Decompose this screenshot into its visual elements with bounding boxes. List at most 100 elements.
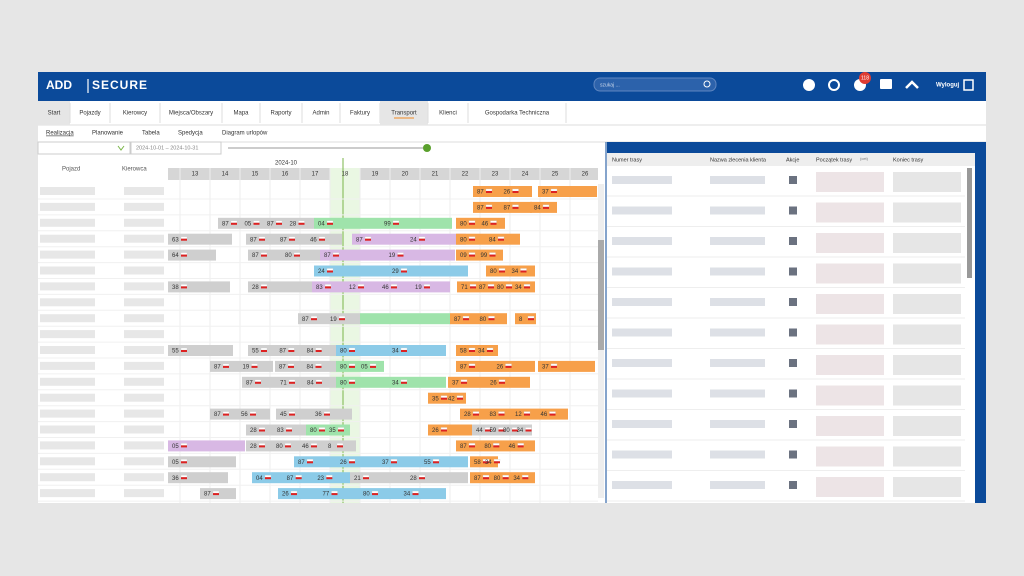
trip-bar[interactable] xyxy=(538,360,595,372)
subnav-tab[interactable]: Realizacja xyxy=(46,131,74,137)
trip-bar[interactable] xyxy=(336,360,384,372)
action-icon[interactable] xyxy=(789,420,797,428)
subnav-tab[interactable]: Tabela xyxy=(142,131,160,137)
flag xyxy=(472,411,480,414)
trip-bar[interactable] xyxy=(336,345,446,356)
trip-bar[interactable] xyxy=(218,217,314,229)
action-icon[interactable] xyxy=(789,237,797,245)
search-box[interactable] xyxy=(593,77,717,92)
action-icon[interactable] xyxy=(789,328,797,337)
trip-bar[interactable] xyxy=(448,376,530,388)
nav-tab[interactable]: Klienci xyxy=(439,111,457,117)
bar-label: 87 xyxy=(460,444,467,450)
nav-tab[interactable]: Miejsca/Obszary xyxy=(169,111,213,117)
action-icon[interactable] xyxy=(789,389,797,398)
logout-icon[interactable] xyxy=(963,79,974,91)
nav-tab[interactable]: Mapa xyxy=(233,111,249,117)
trip-bar[interactable] xyxy=(314,265,468,277)
zoom-handle[interactable] xyxy=(423,144,431,152)
trip-bar[interactable] xyxy=(320,249,455,261)
trip-bar[interactable] xyxy=(248,281,312,293)
collapse-icon[interactable] xyxy=(905,80,919,89)
trip-bar[interactable] xyxy=(350,472,468,484)
chat-icon[interactable] xyxy=(880,79,892,89)
link-icon[interactable] xyxy=(828,79,840,91)
nav-tab[interactable]: Start xyxy=(48,111,61,117)
trip-bar[interactable] xyxy=(428,424,472,436)
trip-bar[interactable] xyxy=(275,360,336,372)
trip-bar[interactable] xyxy=(352,233,466,245)
trip-bar[interactable] xyxy=(294,456,468,468)
trip-bar[interactable] xyxy=(456,217,505,229)
trip-bar[interactable] xyxy=(486,265,535,277)
flag xyxy=(250,413,256,416)
trip-bar[interactable] xyxy=(360,313,450,325)
blurred-cell xyxy=(710,206,765,215)
toolbar-icons[interactable] xyxy=(530,144,600,152)
date-input[interactable] xyxy=(130,141,222,155)
trip-bar[interactable] xyxy=(515,313,536,325)
action-icon[interactable] xyxy=(789,298,797,306)
table-column[interactable]: Numer trasy xyxy=(612,157,642,163)
table-scroll-thumb[interactable] xyxy=(967,168,972,278)
trip-bar[interactable] xyxy=(538,186,597,197)
trip-bar[interactable] xyxy=(246,424,306,436)
nav-tab[interactable]: Pojazdy xyxy=(79,111,100,117)
trip-bar[interactable] xyxy=(336,376,446,388)
trip-bar[interactable] xyxy=(168,281,230,293)
nav-tab[interactable]: Kierowcy xyxy=(123,111,147,117)
table-column[interactable]: Nazwa zlecenia klienta xyxy=(710,157,767,163)
trip-bar[interactable] xyxy=(298,313,360,325)
nav-tab[interactable]: Faktury xyxy=(350,111,370,117)
gantt-scroll-thumb[interactable] xyxy=(598,240,604,350)
nav-tab[interactable]: Gospodarka Techniczna xyxy=(485,111,550,117)
nav-tab[interactable]: Raporty xyxy=(270,111,291,117)
trip-bar[interactable] xyxy=(168,345,233,356)
trip-bar[interactable] xyxy=(450,313,507,325)
trip-bar[interactable] xyxy=(168,456,236,468)
trip-bar[interactable] xyxy=(210,360,273,372)
vehicle-select[interactable] xyxy=(37,141,131,155)
trip-bar[interactable] xyxy=(168,440,245,452)
nav-tab[interactable]: Admin xyxy=(312,111,329,117)
action-icon[interactable] xyxy=(789,267,797,276)
trip-bar[interactable] xyxy=(168,233,232,245)
trip-bar[interactable] xyxy=(248,249,320,261)
subnav-tab[interactable]: Spedycja xyxy=(178,131,203,137)
help-icon[interactable] xyxy=(803,79,815,91)
trip-bar[interactable] xyxy=(210,408,270,420)
trip-bar[interactable] xyxy=(168,249,216,261)
search-icon[interactable] xyxy=(703,80,711,88)
table-column[interactable]: Akcje xyxy=(786,157,799,163)
trip-bar[interactable] xyxy=(456,233,520,245)
trip-bar[interactable] xyxy=(470,472,535,484)
action-icon[interactable] xyxy=(789,450,797,459)
trip-bar[interactable] xyxy=(456,249,503,261)
trip-bar[interactable] xyxy=(456,360,535,372)
nav-tab[interactable]: Transport xyxy=(391,111,417,117)
trip-bar[interactable] xyxy=(246,440,356,452)
action-icon[interactable] xyxy=(789,481,797,489)
trip-bar[interactable] xyxy=(276,376,336,388)
trip-bar[interactable] xyxy=(312,281,450,293)
subnav-tab[interactable]: Diagram urlopów xyxy=(222,131,268,137)
table-column[interactable]: Początek trasy xyxy=(816,157,852,163)
trip-bar[interactable] xyxy=(306,424,350,436)
subnav-tab[interactable]: Planowanie xyxy=(92,131,124,137)
trip-bar[interactable] xyxy=(473,201,532,213)
action-icon[interactable] xyxy=(789,359,797,367)
trip-bar[interactable] xyxy=(168,472,228,484)
bar-label: 99 xyxy=(481,253,488,259)
action-icon[interactable] xyxy=(789,206,797,215)
trip-bar[interactable] xyxy=(473,186,532,197)
trip-bar[interactable] xyxy=(314,217,452,229)
action-icon[interactable] xyxy=(789,176,797,184)
table-column[interactable]: Koniec trasy xyxy=(893,157,924,163)
trip-bar[interactable] xyxy=(457,281,535,293)
trip-bar[interactable] xyxy=(460,408,568,420)
trip-bar[interactable] xyxy=(276,408,352,420)
trip-bar[interactable] xyxy=(278,488,446,500)
trip-bar[interactable] xyxy=(456,345,498,356)
logout[interactable]: Wyloguj xyxy=(936,83,960,89)
bar-label: 8 xyxy=(328,444,332,450)
